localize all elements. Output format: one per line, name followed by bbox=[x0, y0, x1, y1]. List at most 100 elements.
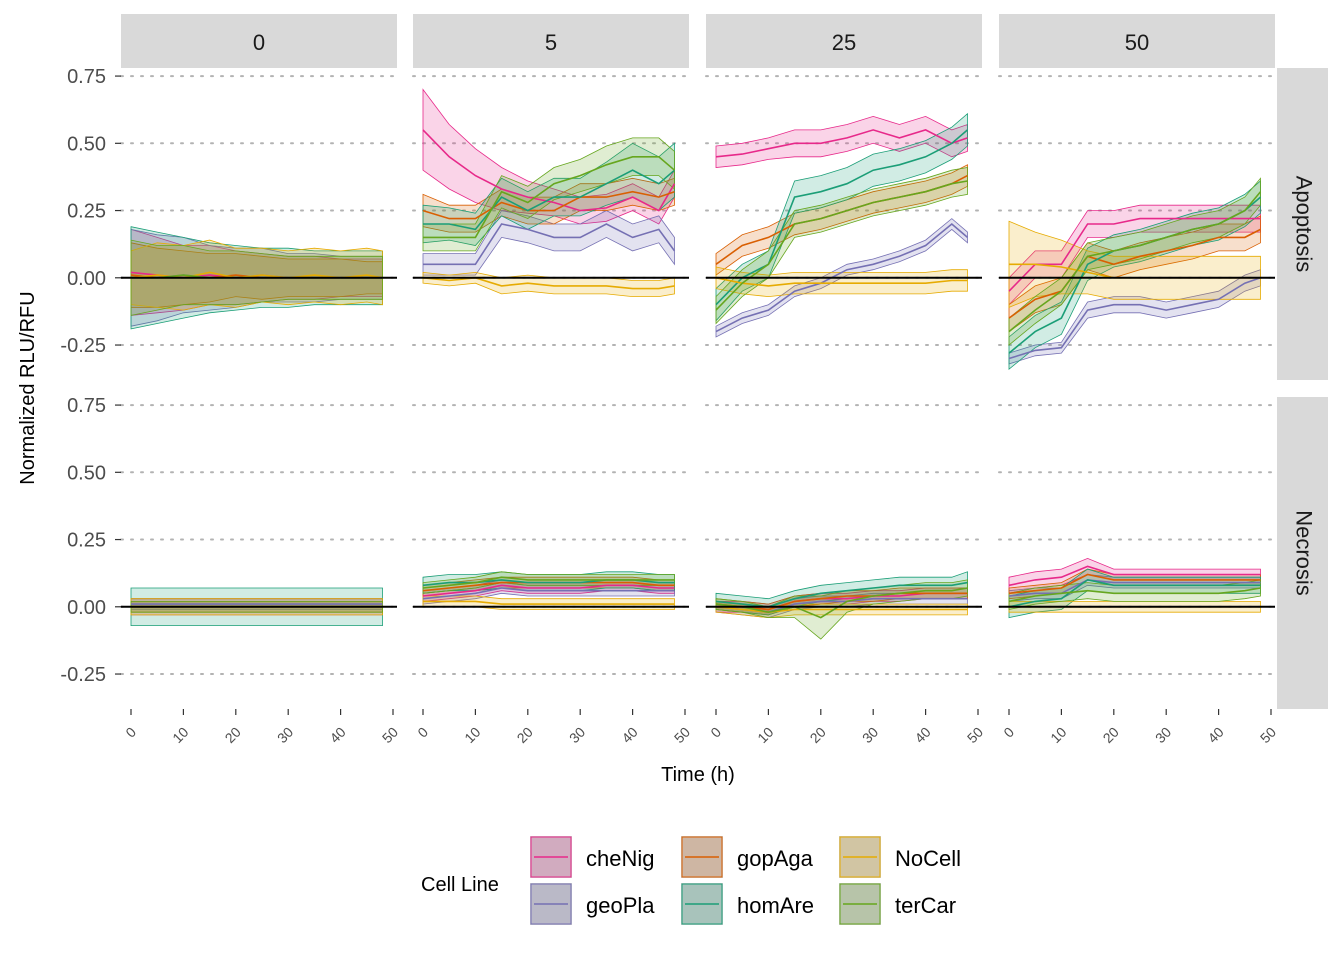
legend-label: NoCell bbox=[895, 846, 961, 871]
legend-title: Cell Line bbox=[421, 874, 499, 896]
strip-col-25 bbox=[706, 14, 982, 68]
strip-label-col-5: 5 bbox=[545, 30, 557, 55]
strip-label-col-25: 25 bbox=[832, 30, 856, 55]
x-tick-label: 0 bbox=[414, 724, 431, 741]
ribbon-cheNig bbox=[715, 115, 968, 168]
x-tick-label: 20 bbox=[514, 724, 536, 746]
strip-col-0 bbox=[121, 14, 397, 68]
strip-col-50 bbox=[999, 14, 1275, 68]
series-line-NoCell bbox=[715, 277, 968, 287]
panel-apoptosis-50 bbox=[998, 75, 1276, 371]
panel-apoptosis-25 bbox=[705, 75, 983, 347]
y-axis-title: Normalized RLU/RFU bbox=[17, 291, 39, 484]
panel-apoptosis-5 bbox=[412, 75, 690, 347]
series-line-terCar bbox=[422, 576, 675, 589]
legend-label: geoPla bbox=[586, 893, 655, 918]
x-tick-label: 30 bbox=[566, 724, 588, 746]
legend-label: homAre bbox=[737, 893, 814, 918]
strip-row-apoptosis bbox=[1277, 68, 1328, 380]
ribbon-terCar bbox=[715, 167, 968, 325]
x-tick-label: 20 bbox=[222, 724, 244, 746]
x-tick-label: 40 bbox=[326, 724, 348, 746]
x-tick-label: 50 bbox=[964, 724, 986, 746]
panel-necrosis-0 bbox=[120, 404, 398, 676]
y-tick-label: 0.75 bbox=[67, 66, 106, 88]
series-line-terCar bbox=[1008, 587, 1261, 603]
series-line-geoPla bbox=[1008, 579, 1261, 597]
x-tick-label: 10 bbox=[461, 724, 483, 746]
strip-label-col-50: 50 bbox=[1125, 30, 1149, 55]
y-tick-label: -0.25 bbox=[60, 335, 106, 357]
x-axis-title: Time (h) bbox=[661, 764, 735, 786]
x-tick-label: 40 bbox=[911, 724, 933, 746]
series-line-geoPla bbox=[715, 222, 969, 333]
series-line-cheNig bbox=[1008, 217, 1261, 292]
y-tick-label: 0.50 bbox=[67, 133, 106, 155]
x-tick-label: 50 bbox=[1257, 724, 1279, 746]
series-line-geoPla bbox=[1008, 277, 1261, 360]
series-line-gopAga bbox=[1008, 573, 1261, 595]
series-line-homAre bbox=[715, 129, 969, 306]
strip-label-row-necrosis: Necrosis bbox=[1292, 510, 1317, 596]
panel-apoptosis-0 bbox=[120, 75, 398, 347]
y-tick-label: 0.75 bbox=[67, 395, 106, 417]
x-tick-label: 30 bbox=[274, 724, 296, 746]
series-line-cheNig bbox=[715, 129, 968, 158]
x-tick-label: 10 bbox=[754, 724, 776, 746]
legend-label: cheNig bbox=[586, 846, 654, 871]
x-tick-label: 0 bbox=[122, 724, 139, 741]
panel-necrosis-50 bbox=[998, 404, 1276, 676]
legend-item-geopla: geoPla bbox=[530, 883, 655, 925]
y-tick-label: 0.00 bbox=[67, 597, 106, 619]
legend-label: gopAga bbox=[737, 846, 814, 871]
series-line-homAre bbox=[422, 579, 675, 587]
y-tick-label: 0.00 bbox=[67, 268, 106, 290]
x-tick-label: 30 bbox=[1152, 724, 1174, 746]
strip-label-col-0: 0 bbox=[253, 30, 265, 55]
x-tick-label: 20 bbox=[1100, 724, 1122, 746]
ribbon-NoCell bbox=[715, 266, 968, 298]
legend-item-tercar: terCar bbox=[839, 883, 956, 925]
series-line-cheNig bbox=[422, 129, 676, 212]
x-tick-label: 50 bbox=[379, 724, 401, 746]
y-tick-label: -0.25 bbox=[60, 664, 106, 686]
legend-item-nocell: NoCell bbox=[839, 836, 961, 878]
series-line-terCar bbox=[1008, 191, 1262, 333]
series-line-gopAga bbox=[422, 190, 675, 220]
panel-necrosis-25 bbox=[705, 404, 983, 676]
legend-item-gopaga: gopAga bbox=[681, 836, 814, 878]
series-line-gopAga bbox=[1008, 228, 1261, 319]
legend-item-chenig: cheNig bbox=[530, 836, 654, 878]
legend-item-homare: homAre bbox=[681, 883, 814, 925]
legend: Cell Line cheNig geoPla gopAga homAre NoCell… bbox=[421, 836, 961, 925]
ribbon-homAre bbox=[715, 112, 968, 322]
strip-row-necrosis bbox=[1277, 397, 1328, 709]
series-line-terCar bbox=[423, 156, 676, 239]
panel-necrosis-5 bbox=[412, 404, 690, 676]
x-tick-label: 10 bbox=[1047, 724, 1069, 746]
series-line-geoPla bbox=[422, 587, 675, 600]
x-tick-label: 50 bbox=[671, 724, 693, 746]
y-tick-label: 0.50 bbox=[67, 462, 106, 484]
series-line-homAre bbox=[1008, 579, 1261, 608]
strip-label-row-apoptosis: Apoptosis bbox=[1292, 176, 1317, 273]
x-tick-label: 0 bbox=[707, 724, 724, 741]
x-tick-label: 0 bbox=[1000, 724, 1017, 741]
series-line-gopAga bbox=[715, 592, 968, 611]
y-tick-label: 0.25 bbox=[67, 201, 106, 223]
series-line-cheNig bbox=[422, 584, 675, 597]
legend-label: terCar bbox=[895, 893, 956, 918]
x-tick-label: 20 bbox=[807, 724, 829, 746]
ribbon-NoCell bbox=[422, 271, 675, 298]
y-tick-label: 0.25 bbox=[67, 530, 106, 552]
strip-col-5 bbox=[413, 14, 689, 68]
series-line-NoCell bbox=[423, 600, 675, 605]
ribbon-terCar bbox=[422, 137, 675, 252]
x-tick-label: 10 bbox=[169, 724, 191, 746]
series-line-NoCell bbox=[715, 606, 968, 614]
series-line-terCar bbox=[715, 587, 968, 619]
x-tick-label: 40 bbox=[1204, 724, 1226, 746]
x-tick-label: 40 bbox=[618, 724, 640, 746]
series-line-homAre bbox=[423, 169, 676, 231]
